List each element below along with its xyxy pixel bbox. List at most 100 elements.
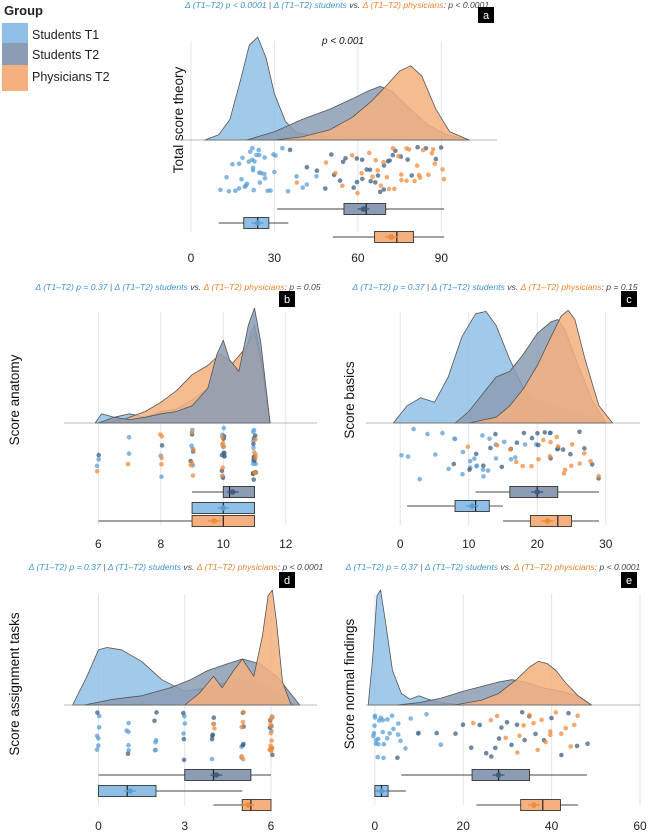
point-students-t2 — [488, 445, 493, 451]
point-students-t2 — [375, 173, 381, 178]
point-physicians-t2 — [367, 150, 372, 156]
point-students-t1 — [314, 174, 319, 179]
point-students-t2 — [467, 467, 472, 472]
point-students-t2 — [95, 710, 100, 715]
boxplot-students-t1 — [191, 502, 255, 514]
point-students-t1 — [372, 713, 378, 719]
boxplot-students-t2 — [192, 486, 255, 498]
header-part: Δ (T1–T2) physicians — [203, 282, 286, 292]
point-students-t2 — [416, 730, 421, 736]
point-physicians-t2 — [220, 440, 226, 446]
legend-swatch-students-t2 — [2, 43, 28, 69]
point-students-t1 — [272, 169, 277, 175]
y-axis-label: Score assignment tasks — [7, 612, 22, 756]
point-physicians-t2 — [373, 158, 379, 163]
point-physicians-t2 — [191, 447, 196, 453]
point-physicians-t2 — [251, 450, 257, 455]
point-students-t1 — [446, 466, 451, 472]
point-physicians-t2 — [190, 473, 196, 478]
header-part: Δ (T1–T2) physicians — [362, 0, 445, 10]
point-physicians-t2 — [267, 747, 272, 753]
header-part: Δ (T1–T2) p = 0.37 — [28, 562, 102, 572]
point-students-t1 — [159, 474, 164, 480]
point-students-t1 — [405, 454, 411, 459]
point-students-t1 — [246, 159, 252, 164]
boxplot-students-t2 — [401, 769, 587, 781]
point-physicians-t2 — [268, 721, 273, 727]
panel-badge — [279, 572, 295, 588]
header-part: Δ (T1–T2) physicians — [196, 562, 279, 572]
mean-point — [245, 802, 251, 808]
point-students-t2 — [270, 752, 275, 758]
point-physicians-t2 — [539, 717, 544, 723]
point-physicians-t2 — [569, 442, 575, 447]
point-physicians-t2 — [370, 174, 375, 179]
point-students-t2 — [395, 755, 400, 761]
point-students-t1 — [181, 731, 186, 736]
point-students-t2 — [533, 731, 538, 737]
mean-point — [378, 788, 385, 794]
point-students-t1 — [226, 189, 232, 194]
point-physicians-t2 — [399, 177, 404, 183]
mean-point — [220, 505, 227, 511]
point-physicians-t2 — [440, 167, 445, 172]
point-physicians-t2 — [582, 451, 587, 456]
point-students-t2 — [241, 741, 246, 747]
point-students-t1 — [96, 725, 102, 730]
point-students-t2 — [222, 453, 227, 459]
point-physicians-t2 — [268, 716, 273, 722]
header-part: Δ (T1–T2) students — [273, 0, 348, 10]
point-students-t2 — [582, 446, 587, 451]
panel-e: Δ (T1–T2) p = 0.37 | Δ (T1–T2) students … — [342, 562, 647, 833]
x-tick-label: 90 — [435, 251, 449, 265]
point-students-t1 — [240, 155, 245, 161]
legend-label-students-t1: Students T1 — [32, 28, 100, 42]
point-physicians-t2 — [465, 444, 471, 450]
point-physicians-t2 — [252, 470, 257, 475]
point-physicians-t2 — [159, 461, 164, 467]
point-students-t2 — [211, 715, 217, 720]
legend-label-physicians-t2: Physicians T2 — [32, 70, 110, 84]
panel-badge-letter: a — [483, 10, 490, 22]
x-tick-label: 10 — [462, 537, 476, 551]
point-students-t1 — [153, 740, 158, 745]
x-tick-label: 0 — [371, 819, 378, 833]
point-students-t2 — [387, 158, 393, 163]
point-physicians-t2 — [535, 747, 540, 753]
point-students-t1 — [94, 463, 100, 469]
point-students-t1 — [256, 152, 262, 158]
point-students-t2 — [323, 186, 328, 191]
point-students-t1 — [398, 738, 403, 744]
point-physicians-t2 — [596, 473, 601, 479]
point-students-t2 — [368, 178, 374, 184]
point-students-t1 — [247, 149, 253, 155]
point-students-t2 — [529, 435, 535, 441]
point-physicians-t2 — [527, 712, 532, 718]
point-students-t1 — [376, 742, 381, 747]
point-students-t1 — [380, 717, 386, 723]
x-tick-label: 6 — [95, 537, 102, 551]
point-students-t2 — [415, 144, 420, 150]
header-part: : p < 0.0001 — [443, 0, 489, 10]
point-physicians-t2 — [240, 757, 246, 762]
point-physicians-t2 — [531, 720, 536, 726]
y-axis-label: Total score theory — [171, 66, 186, 173]
panel-badge — [621, 291, 637, 307]
x-tick-label: 30 — [599, 537, 613, 551]
panel-header: Δ (T1–T2) p = 0.37 | Δ (T1–T2) students … — [351, 282, 637, 292]
x-tick-label: 10 — [217, 537, 231, 551]
point-students-t1 — [218, 187, 223, 193]
point-students-t2 — [159, 443, 165, 448]
point-physicians-t2 — [543, 739, 548, 745]
point-students-t2 — [468, 745, 474, 750]
point-students-t1 — [395, 732, 401, 737]
point-students-t2 — [354, 179, 360, 185]
point-students-t2 — [536, 442, 541, 448]
point-students-t1 — [273, 153, 278, 158]
point-students-t1 — [304, 182, 310, 187]
point-physicians-t2 — [125, 461, 131, 467]
point-students-t2 — [481, 463, 486, 469]
point-students-t2 — [547, 430, 553, 436]
boxplot-students-t2 — [98, 769, 271, 781]
point-students-t1 — [391, 726, 396, 732]
